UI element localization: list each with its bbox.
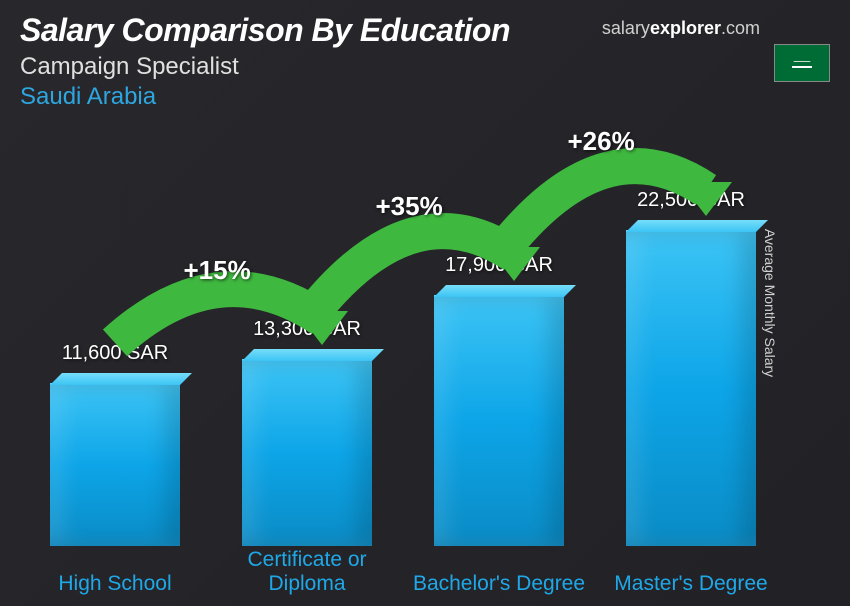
flag-glyph: ـــــــ — [782, 52, 822, 74]
increase-pct-0: +15% — [184, 255, 251, 286]
increase-pct-1: +35% — [376, 191, 443, 222]
main-container: Salary Comparison By Education Campaign … — [0, 0, 850, 606]
brand-prefix: salary — [602, 18, 650, 38]
bar-value-3: 22,500 SAR — [601, 189, 781, 212]
bar-2 — [434, 295, 564, 546]
brand-suffix: .com — [721, 18, 760, 38]
bar-3 — [626, 230, 756, 546]
bar-label-2: Bachelor's Degree — [409, 572, 589, 596]
job-title: Campaign Specialist — [20, 53, 510, 81]
bar-0 — [50, 383, 180, 546]
location-label: Saudi Arabia — [20, 83, 510, 111]
header: Salary Comparison By Education Campaign … — [20, 12, 510, 111]
country-flag-icon: ـــــــ — [774, 44, 830, 82]
bar-label-0: High School — [25, 572, 205, 596]
svg-text:ـــــــ: ـــــــ — [793, 55, 811, 64]
chart-area: 11,600 SARHigh School13,300 SARCertifica… — [30, 120, 800, 546]
increase-pct-2: +26% — [568, 126, 635, 157]
page-title: Salary Comparison By Education — [20, 12, 510, 49]
bar-value-2: 17,900 SAR — [409, 254, 589, 277]
bar-value-0: 11,600 SAR — [25, 342, 205, 365]
bar-value-1: 13,300 SAR — [217, 318, 397, 341]
bar-1 — [242, 359, 372, 546]
bar-label-3: Master's Degree — [601, 572, 781, 596]
brand-bold: explorer — [650, 18, 721, 38]
brand-label: salaryexplorer.com — [602, 18, 760, 39]
bar-label-1: Certificate or Diploma — [217, 548, 397, 596]
